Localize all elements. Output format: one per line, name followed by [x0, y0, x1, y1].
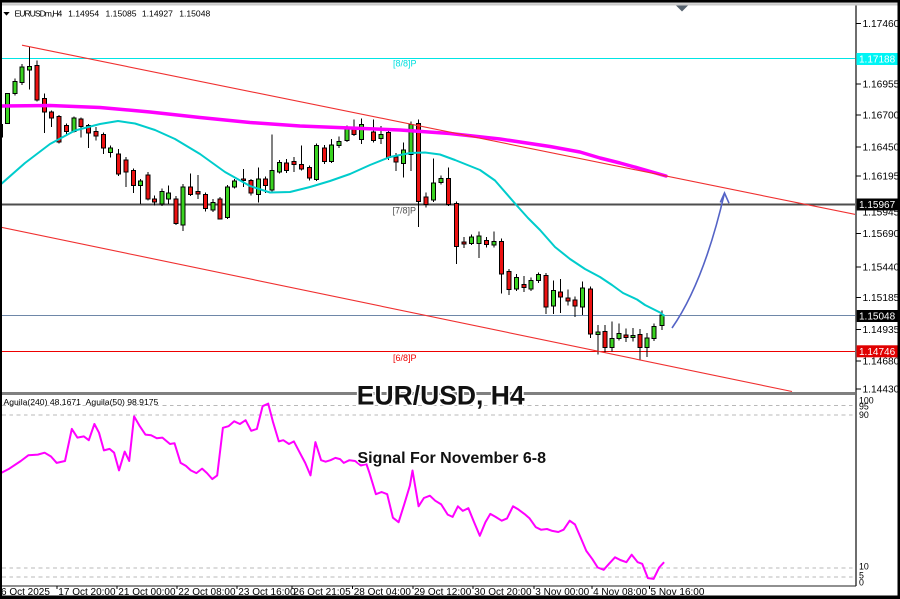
svg-text:95: 95 — [859, 402, 869, 412]
svg-text:21 Oct 00:00: 21 Oct 00:00 — [118, 587, 176, 598]
svg-text:0: 0 — [859, 578, 864, 588]
svg-text:30 Oct 20:00: 30 Oct 20:00 — [474, 587, 532, 598]
svg-text:1.14680: 1.14680 — [863, 357, 900, 368]
svg-text:EURUSDm,H4: EURUSDm,H4 — [15, 9, 63, 19]
svg-text:1.15185: 1.15185 — [863, 293, 900, 304]
svg-text:1.14935: 1.14935 — [863, 325, 900, 336]
svg-text:1.15048: 1.15048 — [179, 9, 210, 19]
svg-text:90: 90 — [859, 410, 869, 420]
svg-text:[7/8]P: [7/8]P — [393, 206, 417, 216]
svg-text:1.15440: 1.15440 — [863, 263, 900, 274]
svg-text:[8/8]P: [8/8]P — [393, 59, 417, 69]
svg-text:1.16955: 1.16955 — [863, 80, 900, 91]
svg-text:1.15967: 1.15967 — [859, 200, 896, 211]
svg-text:1.14954: 1.14954 — [68, 9, 99, 19]
svg-text:17 Oct 20:00: 17 Oct 20:00 — [58, 587, 116, 598]
svg-text:1.15945: 1.15945 — [863, 208, 900, 219]
svg-text:28 Oct 04:00: 28 Oct 04:00 — [354, 587, 412, 598]
svg-text:1.14746: 1.14746 — [859, 347, 896, 358]
svg-text:3 Nov 00:00: 3 Nov 00:00 — [535, 587, 589, 598]
svg-text:22 Oct 08:00: 22 Oct 08:00 — [178, 587, 236, 598]
svg-text:1.15085: 1.15085 — [106, 9, 137, 19]
svg-text:1.14927: 1.14927 — [142, 9, 173, 19]
svg-text:1.17460: 1.17460 — [863, 19, 900, 30]
svg-text:26 Oct 21:05: 26 Oct 21:05 — [293, 587, 351, 598]
svg-text:Signal For November 6-8: Signal For November 6-8 — [358, 450, 547, 467]
svg-text:Aguila(240) 48.1671 Aguila(50: Aguila(240) 48.1671 Aguila(50) 98.9175 — [4, 397, 159, 407]
svg-text:1.14430: 1.14430 — [863, 385, 900, 396]
svg-text:1.16195: 1.16195 — [863, 172, 900, 183]
svg-text:1.15690: 1.15690 — [863, 229, 900, 240]
svg-text:4 Nov 08:00: 4 Nov 08:00 — [593, 587, 647, 598]
svg-text:1.16450: 1.16450 — [863, 143, 900, 154]
svg-text:1.16700: 1.16700 — [863, 111, 900, 122]
svg-text:100: 100 — [859, 396, 874, 406]
svg-text:EUR/USD, H4: EUR/USD, H4 — [357, 380, 525, 410]
svg-text:23 Oct 16:00: 23 Oct 16:00 — [238, 587, 296, 598]
svg-text:1.17188: 1.17188 — [859, 55, 896, 66]
svg-text:5 Nov 16:00: 5 Nov 16:00 — [651, 587, 705, 598]
svg-text:6 Oct 2025: 6 Oct 2025 — [1, 587, 50, 598]
svg-text:5: 5 — [859, 571, 864, 581]
svg-text:10: 10 — [859, 562, 869, 572]
svg-text:29 Oct 12:00: 29 Oct 12:00 — [414, 587, 472, 598]
svg-text:1.15048: 1.15048 — [859, 312, 896, 323]
svg-text:[6/8]P: [6/8]P — [393, 353, 417, 363]
